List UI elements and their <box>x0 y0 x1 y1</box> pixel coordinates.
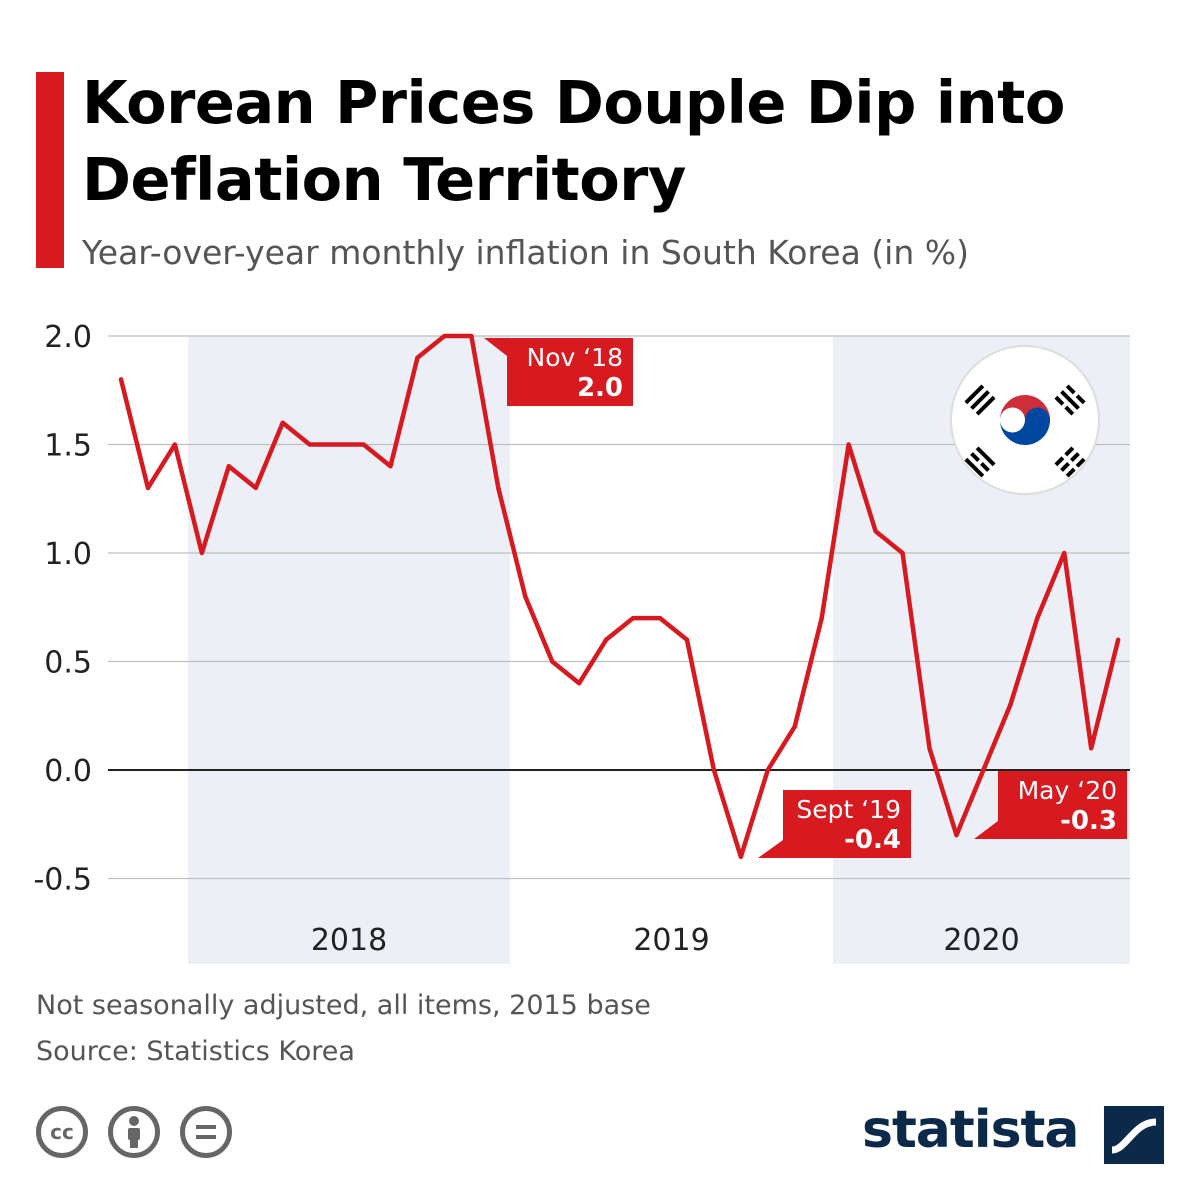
y-tick-label: 0.5 <box>44 646 92 681</box>
data-point <box>442 334 447 338</box>
data-point <box>253 485 258 490</box>
data-point <box>388 464 393 469</box>
data-point <box>792 724 797 729</box>
callout-label: Nov ‘18 <box>527 343 624 372</box>
korea-flag-icon <box>950 345 1100 495</box>
data-point <box>199 551 204 555</box>
callout-value: 2.0 <box>577 373 623 403</box>
inflation-line <box>118 333 1121 860</box>
data-point <box>226 464 231 469</box>
data-point <box>550 659 555 664</box>
year-band-2018 <box>188 336 510 964</box>
data-point <box>631 616 636 621</box>
data-point <box>1089 746 1094 751</box>
y-axis-ticks: 2.0 1.5 1.0 0.5 0.0 -0.5 <box>33 320 92 898</box>
footnote: Not seasonally adjusted, all items, 2015… <box>36 990 651 1021</box>
callout-1: Sept ‘19-0.4 <box>758 790 911 858</box>
page-title: Korean Prices Douple Dip into Deflation … <box>82 68 1065 214</box>
data-point <box>981 768 986 772</box>
line-chart: 2.0 1.5 1.0 0.5 0.0 -0.5 2018 2019 2020 Nov ‘18… <box>33 320 1130 964</box>
data-point <box>873 529 878 534</box>
callout-label: Sept ‘19 <box>796 795 901 824</box>
data-point <box>523 594 528 599</box>
data-point <box>765 768 770 772</box>
data-point <box>307 442 312 447</box>
callout-label: May ‘20 <box>1018 776 1117 805</box>
attribution-icon[interactable] <box>108 1106 160 1158</box>
y-tick-label: 2.0 <box>44 320 92 355</box>
callout-value: -0.4 <box>844 825 901 855</box>
data-point <box>604 637 609 642</box>
y-tick-label: 1.0 <box>44 537 92 572</box>
data-point <box>900 551 905 555</box>
data-point <box>846 442 851 447</box>
data-point <box>1116 637 1121 642</box>
noderivs-icon[interactable] <box>180 1106 232 1158</box>
callouts: Nov ‘182.0 Sept ‘19-0.4 May ‘20-0.3 <box>484 338 1127 858</box>
year-labels: 2018 2019 2020 <box>311 923 1020 958</box>
data-point <box>361 442 366 447</box>
y-tick-label: 1.5 <box>44 429 92 464</box>
data-point <box>954 833 959 838</box>
data-points <box>119 334 1121 859</box>
data-point <box>334 442 339 447</box>
year-label-2018: 2018 <box>311 923 387 958</box>
data-point <box>119 377 123 382</box>
data-point <box>738 854 743 859</box>
data-point <box>496 485 501 490</box>
year-label-2019: 2019 <box>633 923 709 958</box>
data-point <box>711 768 716 772</box>
y-tick-label: -0.5 <box>33 863 92 898</box>
data-point <box>1062 551 1067 555</box>
title-accent-bar <box>36 72 64 268</box>
data-point <box>415 355 420 360</box>
data-point <box>172 442 177 447</box>
data-point <box>577 681 582 686</box>
data-point <box>684 637 689 642</box>
data-point <box>280 420 285 425</box>
callout-value: -0.3 <box>1060 806 1117 836</box>
callout-0: Nov ‘182.0 <box>484 338 633 406</box>
data-point <box>927 746 932 751</box>
year-label-2020: 2020 <box>943 923 1019 958</box>
data-point <box>145 485 150 490</box>
y-tick-label: 0.0 <box>44 754 92 789</box>
cc-icon[interactable]: cc <box>36 1106 88 1158</box>
gridlines <box>108 335 1130 880</box>
callout-2: May ‘20-0.3 <box>974 771 1127 839</box>
data-point <box>1008 702 1013 707</box>
source-note: Source: Statistics Korea <box>36 1036 355 1067</box>
data-point <box>1035 616 1040 621</box>
statista-logo-icon <box>1104 1106 1164 1164</box>
statista-logo-text[interactable]: statista <box>862 1100 1079 1160</box>
data-point <box>658 616 662 621</box>
chart-subtitle: Year-over-year monthly inflation in Sout… <box>82 233 969 272</box>
data-point <box>469 334 474 338</box>
data-point <box>819 616 824 621</box>
